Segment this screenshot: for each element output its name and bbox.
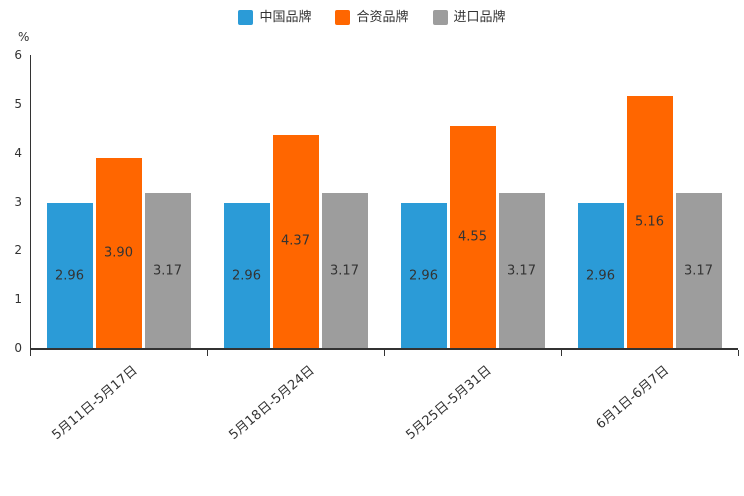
- y-tick-label: 6: [14, 48, 22, 62]
- bar-value-label: 3.90: [104, 245, 133, 261]
- bar-value-label: 2.96: [55, 268, 84, 284]
- bar-s2-c2: [498, 193, 545, 348]
- y-axis-unit-label: %: [18, 30, 30, 44]
- bar-s0-c3: [577, 203, 624, 348]
- bar-s0-c0: [46, 203, 93, 348]
- x-category-label: 5月18日-5月24日: [226, 363, 318, 443]
- bar-s0-c2: [400, 203, 447, 348]
- legend-item-1[interactable]: 合资品牌: [335, 10, 409, 25]
- bar-value-label: 3.17: [330, 263, 359, 279]
- legend-swatch-icon: [432, 10, 448, 25]
- bar-value-label: 3.17: [507, 263, 536, 279]
- bar-s2-c3: [675, 193, 722, 348]
- y-tick-label: 0: [14, 341, 22, 355]
- bar-value-label: 3.17: [684, 263, 713, 279]
- bar-s1-c0: [95, 157, 142, 348]
- bar-value-label: 2.96: [409, 268, 438, 284]
- legend-item-label: 中国品牌: [259, 10, 312, 25]
- bar-s1-c1: [272, 134, 319, 348]
- bar-value-label: 4.55: [458, 229, 487, 245]
- bar-value-label: 2.96: [586, 268, 615, 284]
- bar-s1-c2: [449, 125, 496, 348]
- bar-value-label: 3.17: [153, 263, 182, 279]
- legend-item-label: 进口品牌: [453, 10, 506, 25]
- legend-swatch-icon: [335, 10, 351, 25]
- y-tick-label: 5: [14, 96, 22, 111]
- x-tick-mark: [207, 350, 208, 356]
- x-category-label: 6月1日-6月7日: [593, 363, 672, 433]
- legend: 中国品牌 合资品牌 进口品牌: [0, 10, 744, 25]
- bar-s2-c0: [144, 193, 191, 348]
- bar-value-label: 4.37: [281, 233, 310, 249]
- bar-value-label: 2.96: [232, 268, 261, 284]
- bar-value-label: 5.16: [635, 214, 664, 230]
- legend-swatch-icon: [238, 10, 254, 25]
- bar-s0-c1: [223, 203, 270, 348]
- x-category-label: 5月25日-5月31日: [403, 363, 495, 443]
- bar-s2-c1: [321, 193, 368, 348]
- y-axis-line: [30, 55, 31, 348]
- x-category-label: 5月11日-5月17日: [49, 363, 141, 443]
- x-axis-line: [30, 348, 738, 350]
- legend-item-2[interactable]: 进口品牌: [432, 10, 506, 25]
- x-tick-mark: [30, 350, 31, 356]
- bar-s1-c3: [626, 96, 673, 348]
- y-tick-label: 4: [14, 145, 22, 160]
- y-tick-label: 2: [14, 243, 22, 258]
- x-tick-mark: [561, 350, 562, 356]
- x-tick-mark: [738, 350, 739, 356]
- y-tick-label: 3: [14, 194, 22, 209]
- y-tick-label: 1: [14, 292, 22, 307]
- x-tick-mark: [384, 350, 385, 356]
- legend-item-label: 合资品牌: [356, 10, 409, 25]
- legend-item-0[interactable]: 中国品牌: [238, 10, 311, 25]
